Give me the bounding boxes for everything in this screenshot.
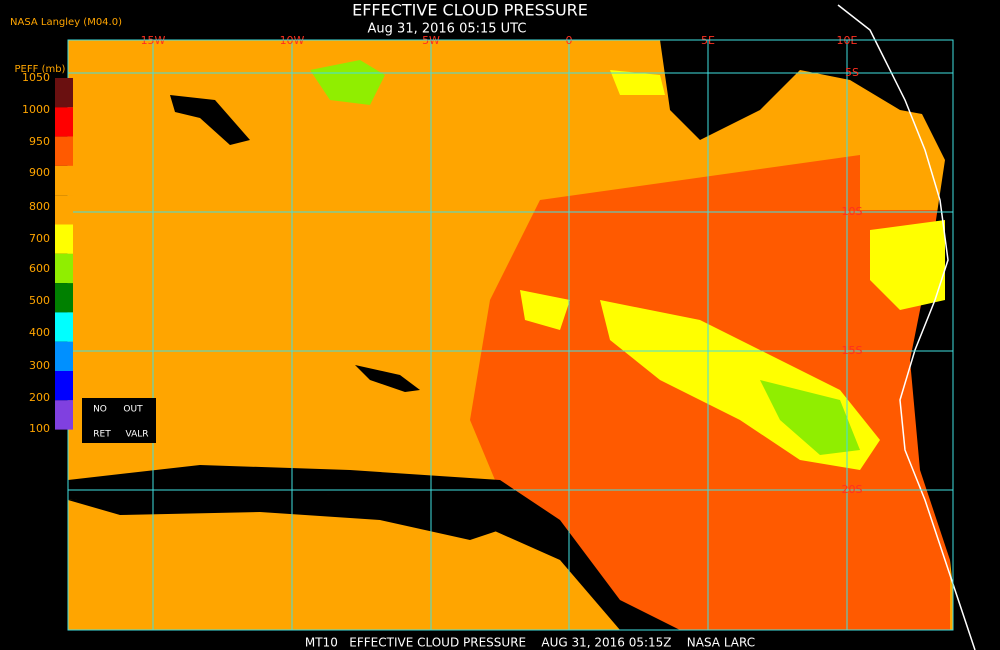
mid-cloud	[520, 290, 570, 330]
land	[830, 40, 990, 650]
legend-level: 900	[29, 166, 50, 179]
legend-swatch	[55, 283, 73, 313]
latitude-label: 5S	[845, 66, 859, 79]
latitude-label: 15S	[842, 344, 863, 357]
legend-level: 500	[29, 294, 50, 307]
high-cloud	[760, 380, 860, 455]
cloud-field	[68, 490, 620, 630]
clear-sky	[355, 365, 420, 392]
legend-swatch	[55, 136, 73, 166]
timestamp: Aug 31, 2016 05:15 UTC	[368, 22, 527, 37]
legend-swatch	[55, 195, 73, 225]
legend-level: 400	[29, 326, 50, 339]
legend-level: 300	[29, 359, 50, 372]
legend-note: RET	[93, 430, 111, 440]
high-cloud	[310, 60, 385, 105]
mid-cloud	[870, 220, 945, 310]
legend-level: 1000	[22, 103, 50, 116]
legend-level: 700	[29, 232, 50, 245]
legend-swatch	[55, 312, 73, 342]
legend-swatch	[55, 107, 73, 137]
legend-swatch	[55, 341, 73, 371]
latitude-label: 20S	[842, 483, 863, 496]
legend-level: 1050	[22, 71, 50, 84]
legend-swatch	[55, 371, 73, 401]
legend-box	[82, 398, 156, 443]
source: NASA Langley (M04.0)	[10, 17, 122, 28]
legend-note: VALR	[125, 430, 148, 440]
legend-swatch	[55, 253, 73, 284]
clear-sky	[68, 488, 500, 540]
legend-level: 800	[29, 200, 50, 213]
clear-sky	[170, 95, 250, 145]
legend-swatch	[55, 224, 73, 254]
legend-swatch	[55, 78, 73, 108]
legend-swatch	[55, 165, 73, 196]
legend-level: 950	[29, 135, 50, 148]
mid-cloud	[610, 70, 665, 95]
legend-note: OUT	[123, 405, 143, 415]
legend-swatch	[55, 400, 73, 430]
legend-level: 600	[29, 262, 50, 275]
legend-note: NO	[93, 405, 107, 415]
legend-level: 200	[29, 391, 50, 404]
legend-level: 100	[29, 422, 50, 435]
latitude-label: 10S	[842, 205, 863, 218]
legend-title: PEFF (mb)	[15, 64, 66, 75]
title: EFFECTIVE CLOUD PRESSURE	[352, 1, 588, 20]
legend: 1050 1000 950 900 800 700 600 500 400 300 200 100 NO…	[22, 71, 156, 443]
footer: MT10 EFFECTIVE CLOUD PRESSURE AUG 31, 20…	[305, 636, 755, 650]
